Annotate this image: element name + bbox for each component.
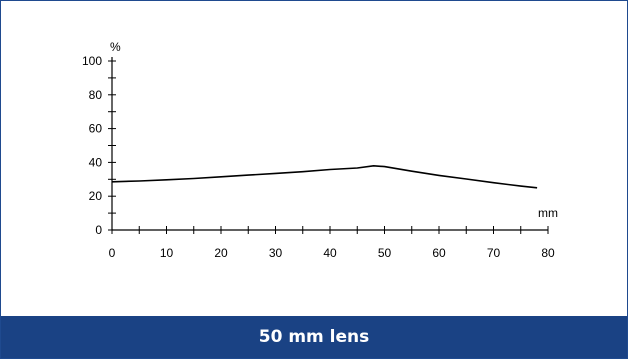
chart-ticks (108, 60, 549, 234)
y-tick-label-0: 0 (95, 223, 102, 237)
x-tick-label-70: 70 (487, 246, 501, 260)
y-tick-label-60: 60 (89, 122, 103, 136)
x-tick-label-60: 60 (432, 246, 446, 260)
y-tick-label-80: 80 (89, 88, 103, 102)
x-tick-label-40: 40 (323, 246, 337, 260)
x-axis-unit-label: mm (538, 206, 558, 220)
x-tick-label-30: 30 (269, 246, 283, 260)
line-chart: 0 20 40 60 80 100 0 10 20 30 40 50 60 70 80 % mm (82, 40, 558, 260)
chart-caption: 50 mm lens (1, 316, 627, 358)
x-tick-label-20: 20 (214, 246, 228, 260)
chart-series (111, 165, 538, 189)
x-tick-label-10: 10 (160, 246, 174, 260)
y-tick-label-20: 20 (89, 189, 103, 203)
chart-axes (111, 57, 548, 231)
y-axis-unit-label: % (110, 40, 121, 54)
y-tick-label-40: 40 (89, 155, 103, 169)
x-tick-label-50: 50 (378, 246, 392, 260)
y-tick-label-100: 100 (82, 54, 102, 68)
x-tick-label-80: 80 (541, 246, 555, 260)
chart-tick-labels: 0 20 40 60 80 100 0 10 20 30 40 50 60 70 80 (82, 54, 555, 260)
series-line-0 (111, 165, 538, 189)
x-tick-label-0: 0 (109, 246, 116, 260)
